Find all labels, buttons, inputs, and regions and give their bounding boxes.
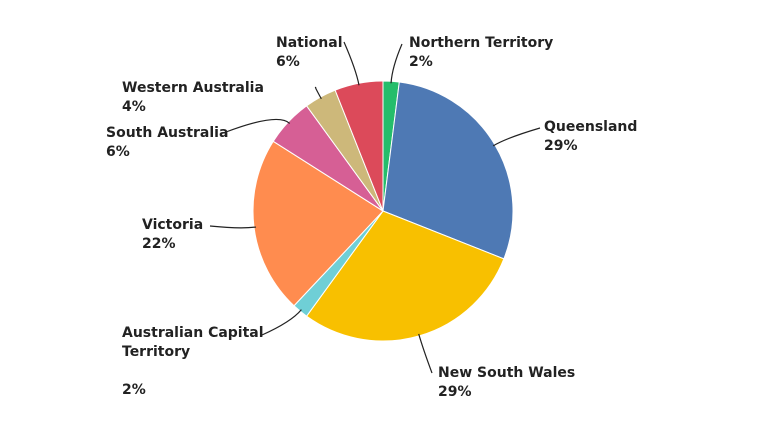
value-label: 29% <box>438 384 472 400</box>
category-label: South Australia <box>106 125 229 141</box>
slice-label: Western Australia 4% <box>122 79 264 117</box>
category-label: Victoria <box>142 217 204 233</box>
value-label: 2% <box>409 54 433 70</box>
leader-line <box>343 41 360 86</box>
category-label: Northern Territory <box>409 35 554 51</box>
category-label: Queensland <box>544 119 638 135</box>
category-label: Western Australia <box>122 80 264 96</box>
value-label: 6% <box>276 54 300 70</box>
leader-line <box>418 333 433 374</box>
category-label: Australian Capital Territory <box>122 325 264 360</box>
slice-label: South Australia 6% <box>106 124 228 162</box>
slice-label: Northern Territory 2% <box>409 34 553 72</box>
value-label: 4% <box>122 99 146 115</box>
slice-label: Australian Capital Territory 2% <box>122 324 272 400</box>
slice-label: Victoria 22% <box>142 216 203 254</box>
slice-label: Queensland 29% <box>544 118 637 156</box>
category-label: National <box>276 35 343 51</box>
leader-line <box>225 118 291 133</box>
category-label: New South Wales <box>438 365 576 381</box>
value-label: 22% <box>142 236 176 252</box>
leader-line <box>314 86 322 100</box>
slice-label: New South Wales 29% <box>438 364 575 402</box>
leader-line <box>390 43 403 84</box>
value-label: 29% <box>544 138 578 154</box>
slice-label: National 6% <box>276 34 343 72</box>
leader-line <box>492 127 541 147</box>
value-label: 6% <box>106 144 130 160</box>
leader-line <box>209 225 257 229</box>
leader-line <box>261 309 302 336</box>
value-label: 2% <box>122 382 146 398</box>
